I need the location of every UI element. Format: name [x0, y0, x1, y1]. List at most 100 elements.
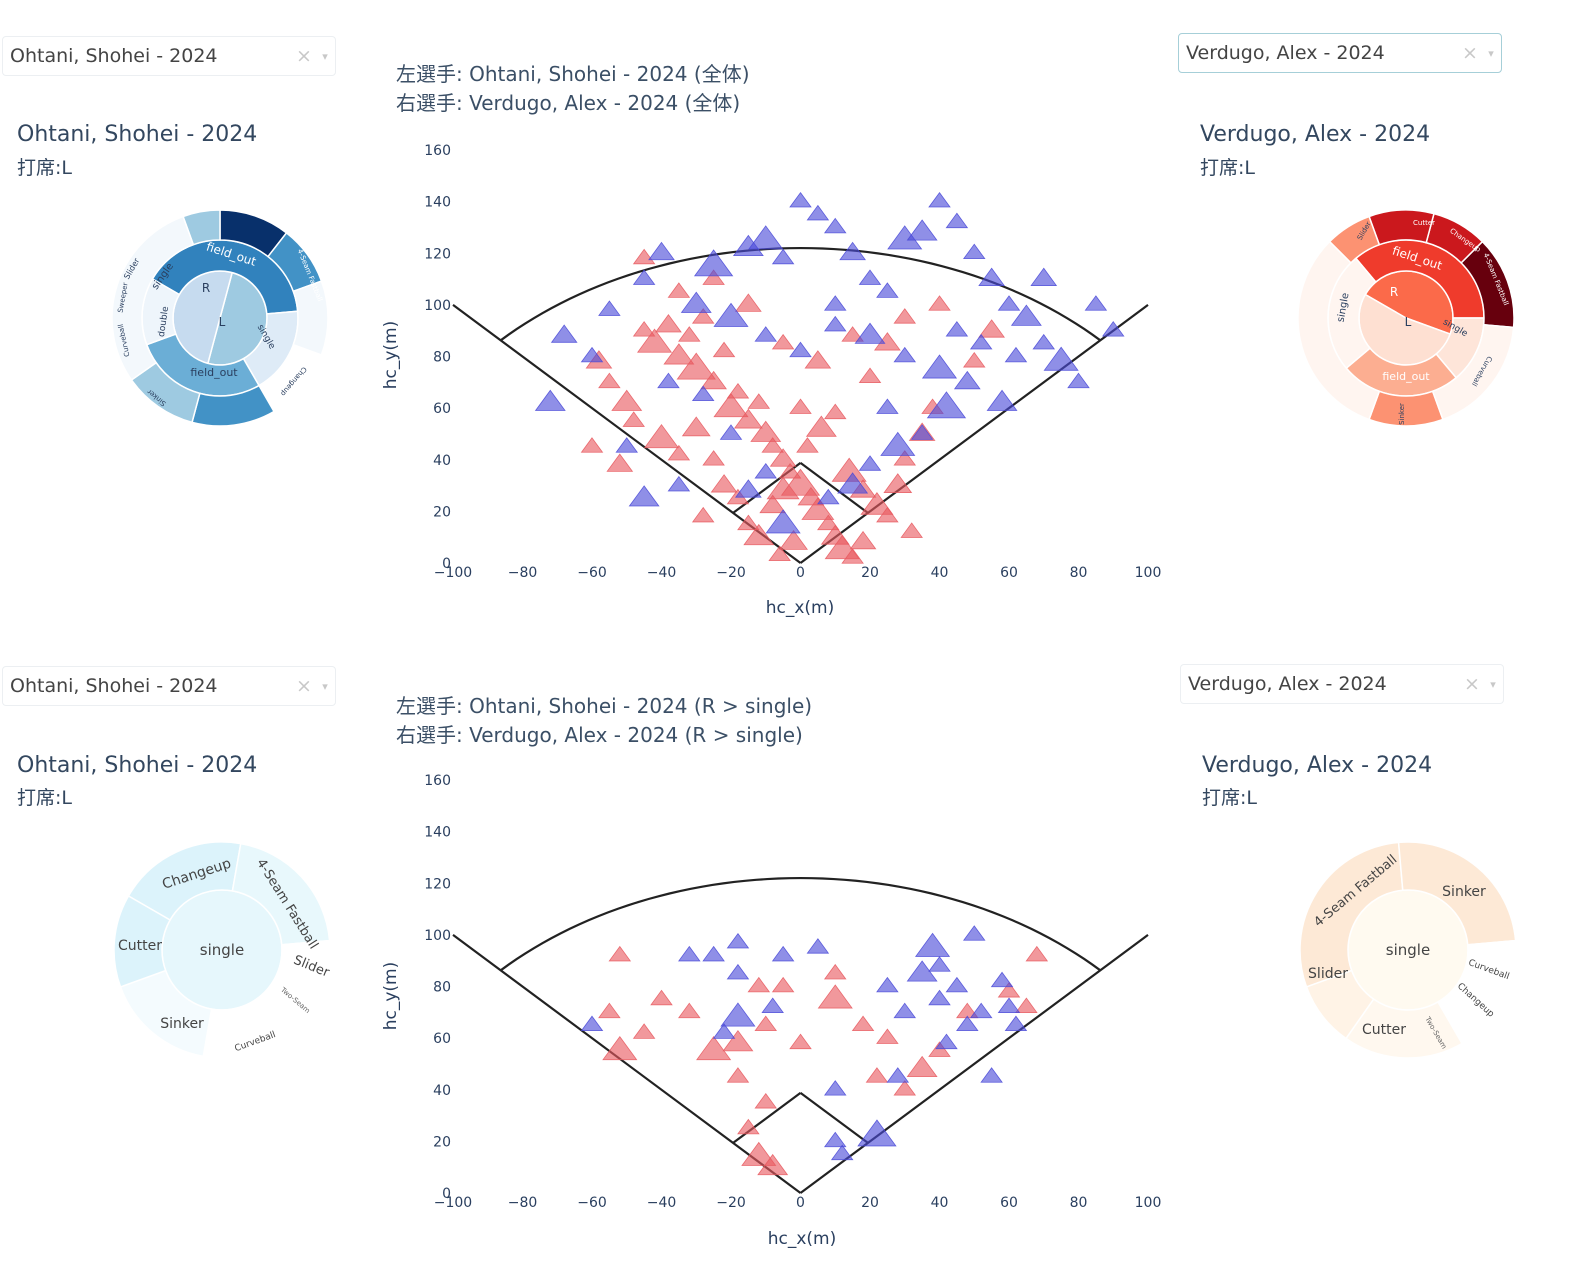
hit-marker[interactable]: [860, 492, 894, 515]
hit-marker[interactable]: [876, 506, 899, 523]
hit-marker[interactable]: [667, 282, 691, 298]
hit-marker[interactable]: [667, 444, 691, 461]
hit-marker[interactable]: [769, 448, 797, 467]
hit-marker[interactable]: [997, 295, 1021, 311]
hit-marker[interactable]: [754, 326, 778, 342]
hit-marker[interactable]: [1025, 945, 1049, 962]
hit-marker[interactable]: [678, 326, 701, 342]
hit-marker[interactable]: [778, 462, 802, 479]
sunburst-ring-sinker[interactable]: [1397, 841, 1517, 946]
hit-marker[interactable]: [712, 341, 736, 358]
hit-marker[interactable]: [681, 416, 711, 437]
hit-marker[interactable]: [801, 497, 835, 520]
hit-marker[interactable]: [789, 398, 812, 414]
hit-marker[interactable]: [980, 1067, 1003, 1083]
hit-marker[interactable]: [928, 989, 951, 1006]
hit-marker[interactable]: [678, 1002, 701, 1019]
hit-marker[interactable]: [598, 372, 621, 389]
hit-marker[interactable]: [1032, 333, 1056, 350]
hit-marker[interactable]: [978, 267, 1006, 286]
hit-marker[interactable]: [650, 989, 673, 1006]
hit-marker[interactable]: [858, 455, 882, 471]
hit-marker[interactable]: [636, 328, 673, 353]
hit-marker[interactable]: [823, 315, 847, 332]
hit-marker[interactable]: [910, 424, 934, 440]
hit-marker[interactable]: [691, 308, 715, 324]
hit-marker[interactable]: [754, 1015, 778, 1032]
hit-marker[interactable]: [734, 479, 762, 498]
hit-marker[interactable]: [580, 1015, 604, 1032]
hit-marker[interactable]: [817, 488, 840, 505]
chevron-down-icon[interactable]: ▾: [1490, 677, 1496, 691]
hit-marker[interactable]: [928, 295, 951, 311]
hit-marker[interactable]: [748, 225, 784, 250]
hit-marker[interactable]: [754, 1092, 778, 1109]
hit-marker[interactable]: [900, 522, 923, 538]
hit-marker[interactable]: [733, 408, 763, 429]
hit-marker[interactable]: [817, 514, 840, 531]
hit-marker[interactable]: [969, 333, 993, 350]
sunburst-ring3-light2[interactable]: [1431, 323, 1515, 421]
hit-marker[interactable]: [754, 462, 778, 479]
hit-marker[interactable]: [837, 472, 869, 494]
hit-marker[interactable]: [928, 1041, 951, 1057]
hit-marker[interactable]: [876, 398, 899, 414]
hit-marker[interactable]: [854, 322, 886, 344]
hit-marker[interactable]: [789, 341, 812, 358]
hit-marker[interactable]: [580, 346, 604, 363]
hit-marker[interactable]: [702, 450, 725, 466]
hit-marker[interactable]: [969, 1002, 993, 1019]
hit-marker[interactable]: [849, 530, 877, 550]
hit-marker[interactable]: [928, 191, 951, 208]
spray-chart-overall[interactable]: 0 20 40 60 80 100 120 140 160 −100 −80 −60 −40 −20 0 2…: [360, 130, 1180, 630]
hit-marker[interactable]: [1004, 1015, 1028, 1032]
hit-marker[interactable]: [823, 403, 847, 420]
hit-marker[interactable]: [906, 219, 938, 241]
spray-chart-single[interactable]: 0 20 40 60 80 100 120 140 160 −100 −80 −60 −40 −20 0 2…: [360, 760, 1180, 1260]
hit-marker[interactable]: [759, 494, 787, 514]
hit-marker[interactable]: [663, 343, 695, 365]
hit-marker[interactable]: [858, 367, 882, 383]
hit-marker[interactable]: [611, 389, 643, 411]
hit-marker[interactable]: [1084, 295, 1108, 311]
hit-marker[interactable]: [761, 997, 784, 1013]
sunburst-ring3-changeup[interactable]: [1425, 212, 1484, 264]
hit-marker[interactable]: [643, 424, 680, 449]
clear-icon[interactable]: ×: [296, 45, 312, 67]
right-player-dropdown[interactable]: Verdugo, Alex - 2024 × ▾: [1178, 33, 1502, 73]
hit-marker[interactable]: [713, 302, 749, 327]
hit-marker[interactable]: [906, 1055, 938, 1078]
hit-marker[interactable]: [734, 293, 762, 312]
hit-marker[interactable]: [945, 976, 969, 993]
hit-marker[interactable]: [702, 269, 725, 285]
left-player-dropdown[interactable]: Ohtani, Shohei - 2024 × ▾: [2, 36, 336, 76]
hit-marker[interactable]: [921, 354, 958, 379]
hit-marker[interactable]: [766, 476, 800, 500]
hit-marker[interactable]: [750, 420, 782, 442]
hit-marker[interactable]: [928, 956, 951, 972]
hit-marker[interactable]: [693, 249, 734, 277]
hit-marker[interactable]: [676, 352, 716, 380]
hit-marker[interactable]: [839, 241, 867, 261]
hit-marker[interactable]: [945, 321, 969, 337]
hit-marker[interactable]: [632, 248, 656, 265]
hit-marker[interactable]: [978, 319, 1006, 338]
sunburst-ring3-cutter[interactable]: [1368, 209, 1435, 246]
hit-marker[interactable]: [823, 295, 847, 311]
hit-marker[interactable]: [771, 945, 795, 962]
hit-marker[interactable]: [1030, 267, 1058, 286]
chevron-down-icon[interactable]: ▾: [1488, 46, 1494, 60]
hit-marker[interactable]: [598, 1002, 621, 1019]
hit-marker[interactable]: [747, 393, 771, 409]
hit-marker[interactable]: [737, 1118, 760, 1135]
hit-marker[interactable]: [710, 474, 738, 493]
hit-marker[interactable]: [737, 514, 760, 531]
hit-marker[interactable]: [880, 431, 916, 456]
hit-marker[interactable]: [713, 393, 749, 418]
hit-marker[interactable]: [608, 945, 632, 962]
hit-marker[interactable]: [1010, 304, 1042, 326]
hit-marker[interactable]: [1043, 346, 1079, 371]
sunburst-ring3-sweeper[interactable]: [182, 209, 221, 246]
